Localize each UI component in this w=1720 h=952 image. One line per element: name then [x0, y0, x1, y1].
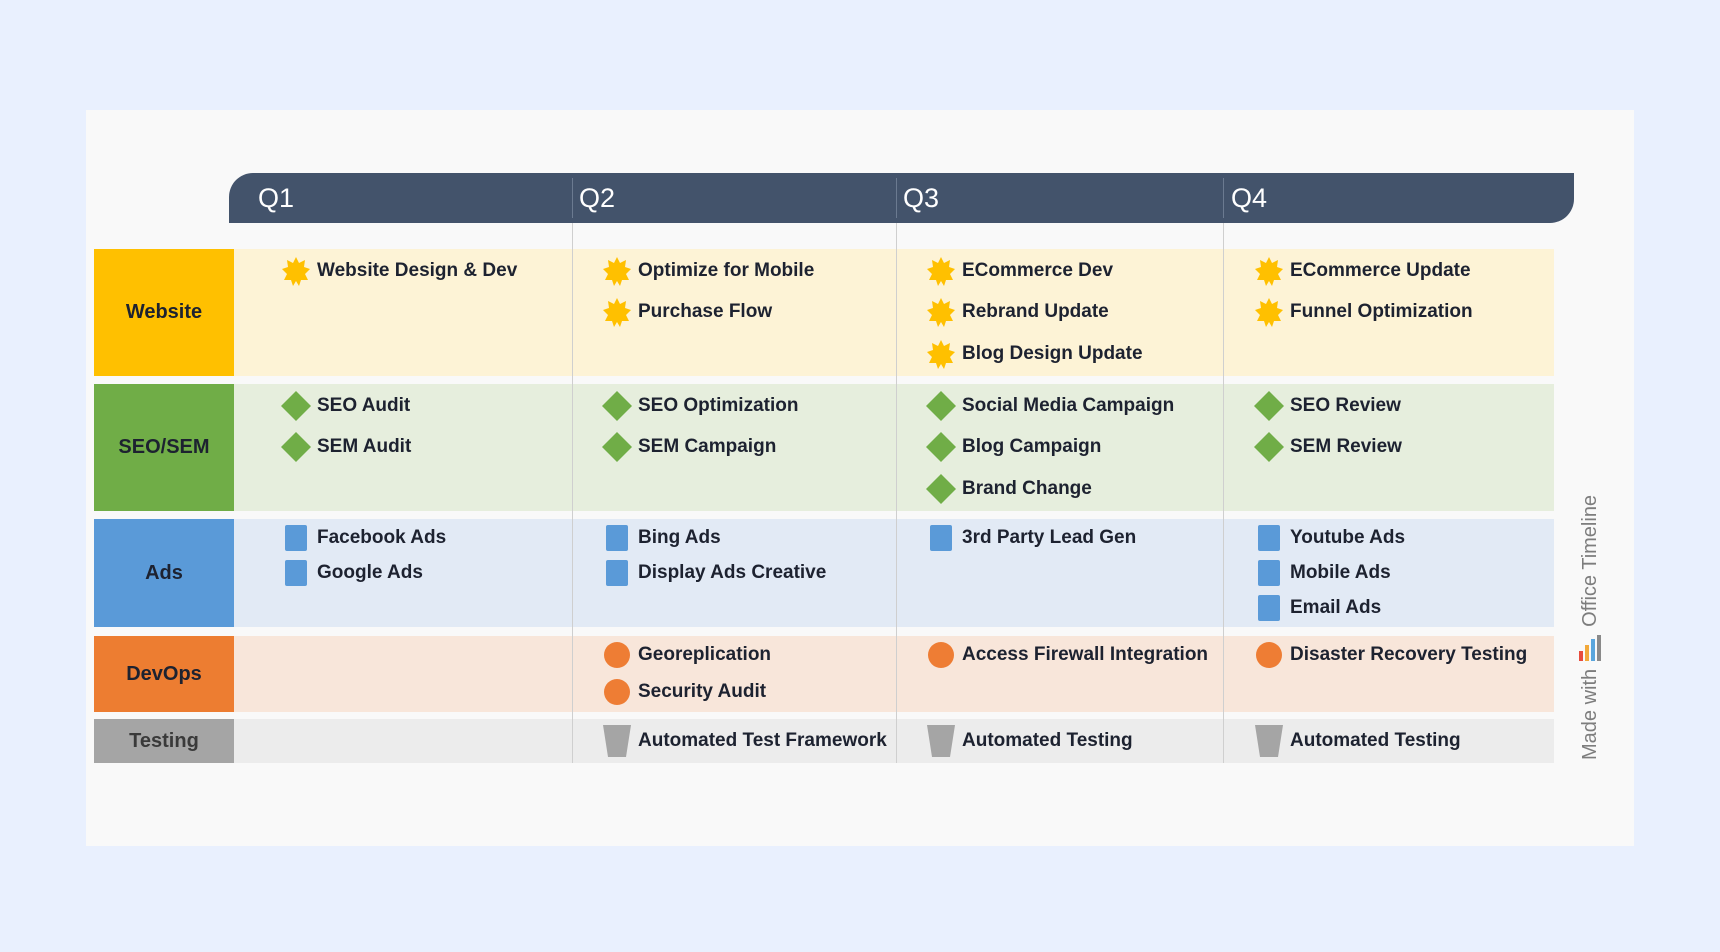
- milestone-item[interactable]: Display Ads Creative: [602, 556, 826, 590]
- milestone-item[interactable]: Security Audit: [602, 675, 766, 709]
- square-icon: [926, 523, 956, 553]
- diamond-icon: [926, 474, 956, 504]
- star-burst-icon: [926, 339, 956, 369]
- quarter-divider: [896, 178, 897, 218]
- quarter-gridline: [1223, 223, 1224, 763]
- trapezoid-icon: [926, 725, 956, 757]
- brand-name: Office Timeline: [1578, 494, 1601, 627]
- lane-body-devops: [234, 636, 1554, 712]
- milestone-item[interactable]: Funnel Optimization: [1254, 295, 1473, 329]
- lane-body-testing: [234, 719, 1554, 763]
- star-burst-icon: [602, 297, 632, 327]
- diamond-icon: [602, 432, 632, 462]
- star-burst-icon: [1254, 256, 1284, 286]
- milestone-item[interactable]: Rebrand Update: [926, 295, 1109, 329]
- quarter-divider: [572, 178, 573, 218]
- quarter-divider: [1223, 178, 1224, 218]
- diamond-icon: [926, 432, 956, 462]
- milestone-item[interactable]: Blog Campaign: [926, 430, 1101, 464]
- milestone-item[interactable]: SEM Review: [1254, 430, 1402, 464]
- diamond-icon: [1254, 432, 1284, 462]
- milestone-item[interactable]: Automated Testing: [926, 724, 1133, 758]
- office-timeline-logo-icon: [1579, 634, 1601, 661]
- star-burst-icon: [926, 256, 956, 286]
- star-burst-icon: [926, 297, 956, 327]
- diamond-icon: [602, 391, 632, 421]
- milestone-item[interactable]: Mobile Ads: [1254, 556, 1391, 590]
- circle-icon: [602, 640, 632, 670]
- quarter-label-q2: Q2: [579, 183, 616, 213]
- circle-icon: [926, 640, 956, 670]
- quarter-header-bar: [229, 173, 1574, 223]
- square-icon: [281, 523, 311, 553]
- milestone-item[interactable]: SEO Audit: [281, 389, 410, 423]
- milestone-item[interactable]: Youtube Ads: [1254, 521, 1405, 555]
- square-icon: [1254, 558, 1284, 588]
- circle-icon: [602, 677, 632, 707]
- diamond-icon: [281, 432, 311, 462]
- circle-icon: [1254, 640, 1284, 670]
- lane-header-devops: DevOps: [94, 636, 234, 712]
- diamond-icon: [926, 391, 956, 421]
- milestone-item[interactable]: SEM Audit: [281, 430, 411, 464]
- quarter-label-q3: Q3: [903, 183, 940, 213]
- quarter-gridline: [896, 223, 897, 763]
- milestone-item[interactable]: Google Ads: [281, 556, 423, 590]
- milestone-item[interactable]: Automated Test Framework: [602, 724, 887, 758]
- quarter-label-q4: Q4: [1231, 183, 1268, 213]
- milestone-item[interactable]: 3rd Party Lead Gen: [926, 521, 1136, 555]
- lane-body-website: [234, 249, 1554, 376]
- quarter-gridline: [572, 223, 573, 763]
- lane-body-ads: [234, 519, 1554, 627]
- milestone-item[interactable]: ECommerce Update: [1254, 254, 1471, 288]
- milestone-item[interactable]: SEO Optimization: [602, 389, 798, 423]
- square-icon: [602, 558, 632, 588]
- trapezoid-icon: [1254, 725, 1284, 757]
- square-icon: [1254, 593, 1284, 623]
- milestone-item[interactable]: Brand Change: [926, 472, 1092, 506]
- milestone-item[interactable]: Disaster Recovery Testing: [1254, 638, 1527, 672]
- lane-header-website: Website: [94, 249, 234, 376]
- milestone-item[interactable]: SEO Review: [1254, 389, 1401, 423]
- star-burst-icon: [281, 256, 311, 286]
- square-icon: [1254, 523, 1284, 553]
- diamond-icon: [1254, 391, 1284, 421]
- milestone-item[interactable]: Purchase Flow: [602, 295, 772, 329]
- milestone-item[interactable]: Optimize for Mobile: [602, 254, 814, 288]
- milestone-item[interactable]: Email Ads: [1254, 591, 1381, 625]
- star-burst-icon: [602, 256, 632, 286]
- milestone-item[interactable]: Access Firewall Integration: [926, 638, 1208, 672]
- milestone-item[interactable]: Blog Design Update: [926, 337, 1143, 371]
- milestone-item[interactable]: Automated Testing: [1254, 724, 1461, 758]
- star-burst-icon: [1254, 297, 1284, 327]
- milestone-item[interactable]: SEM Campaign: [602, 430, 776, 464]
- milestone-item[interactable]: ECommerce Dev: [926, 254, 1113, 288]
- quarter-label-q1: Q1: [258, 183, 295, 213]
- milestone-item[interactable]: Social Media Campaign: [926, 389, 1174, 423]
- square-icon: [602, 523, 632, 553]
- lane-body-seo: [234, 384, 1554, 511]
- lane-header-testing: Testing: [94, 719, 234, 763]
- lane-header-seo-sem: SEO/SEM: [94, 384, 234, 511]
- lane-header-ads: Ads: [94, 519, 234, 627]
- made-with-branding: Made with Office Timeline: [1577, 495, 1603, 760]
- milestone-item[interactable]: Facebook Ads: [281, 521, 446, 555]
- milestone-item[interactable]: Website Design & Dev: [281, 254, 517, 288]
- trapezoid-icon: [602, 725, 632, 757]
- diamond-icon: [281, 391, 311, 421]
- milestone-item[interactable]: Bing Ads: [602, 521, 721, 555]
- made-with-label: Made with: [1578, 668, 1601, 760]
- milestone-item[interactable]: Georeplication: [602, 638, 771, 672]
- square-icon: [281, 558, 311, 588]
